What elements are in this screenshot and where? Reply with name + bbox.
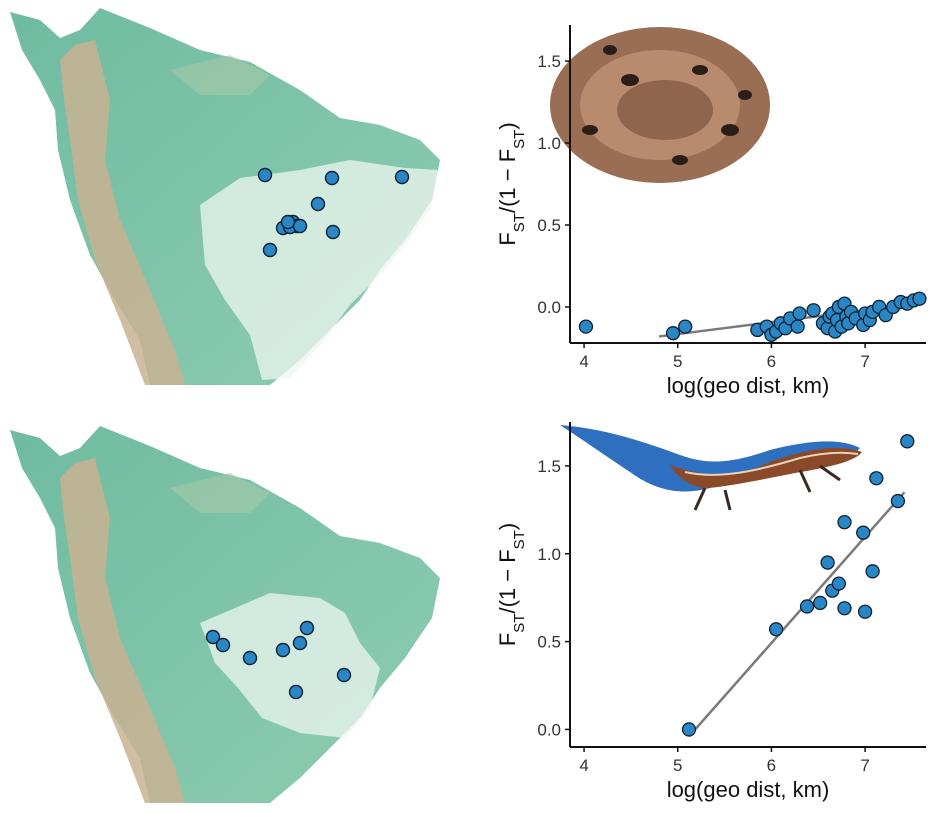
x-tick-label: 7 bbox=[860, 756, 869, 775]
skink-photo bbox=[560, 425, 862, 511]
sampling-locality-point bbox=[242, 650, 258, 666]
sampling-locality-point bbox=[215, 637, 231, 653]
data-point bbox=[900, 434, 915, 449]
data-point bbox=[837, 514, 852, 530]
scatter-chart-top: 0.0 0.5 1.0 1.5 4 5 6 7 log(geo dist, km) FST/(1 … bbox=[495, 25, 927, 398]
sampling-locality-point bbox=[288, 684, 304, 700]
x-tick-label: 6 bbox=[767, 756, 776, 775]
regression-line bbox=[688, 491, 906, 738]
y-tick-label: 1.0 bbox=[537, 134, 561, 153]
x-tick-label: 5 bbox=[673, 756, 682, 775]
sampling-locality-point bbox=[292, 635, 308, 651]
data-point bbox=[681, 722, 697, 737]
x-axis-label: log(geo dist, km) bbox=[667, 777, 830, 802]
y-tick-label: 0.0 bbox=[537, 720, 561, 739]
y-axis-label: FST/(1 − FST) bbox=[495, 523, 528, 646]
map-bottom bbox=[10, 426, 440, 803]
y-tick-label: 1.5 bbox=[537, 52, 561, 71]
sampling-locality-point bbox=[280, 214, 296, 230]
data-point bbox=[831, 576, 847, 591]
y-tick-label: 0.5 bbox=[537, 633, 561, 652]
data-point bbox=[792, 306, 807, 321]
y-tick-label: 1.5 bbox=[537, 457, 561, 476]
data-point bbox=[806, 303, 821, 318]
data-point bbox=[768, 622, 784, 637]
x-tick-label: 6 bbox=[767, 352, 776, 371]
data-point bbox=[890, 493, 906, 509]
guiana-highlands bbox=[170, 473, 270, 513]
sampling-locality-point bbox=[262, 242, 278, 258]
data-point bbox=[790, 319, 805, 334]
y-axis-label: FST/(1 − FST) bbox=[495, 122, 528, 245]
data-point bbox=[812, 595, 828, 611]
sampling-locality-point bbox=[324, 170, 340, 186]
andes-ridge bbox=[60, 40, 185, 385]
sampling-locality-point bbox=[292, 218, 308, 234]
y-tick-label: 1.0 bbox=[537, 545, 561, 564]
sampling-locality-point bbox=[257, 167, 273, 183]
andes-ridge bbox=[60, 458, 185, 803]
sampling-locality-point bbox=[336, 667, 352, 683]
species-range-top bbox=[200, 160, 438, 380]
scatter-chart-bottom: 0.0 0.5 1.0 1.5 4 5 6 7 log(geo dist, km) FST/(1 … bbox=[495, 422, 926, 802]
x-tick-label: 4 bbox=[579, 352, 588, 371]
data-point bbox=[678, 319, 693, 334]
data-point bbox=[856, 525, 871, 540]
data-point bbox=[857, 604, 873, 619]
guiana-highlands bbox=[170, 55, 270, 95]
data-point bbox=[578, 319, 594, 334]
sampling-locality-point bbox=[310, 196, 326, 212]
x-tick-label: 4 bbox=[579, 756, 588, 775]
snake-photo bbox=[550, 27, 770, 183]
data-point bbox=[912, 291, 927, 306]
map-top bbox=[10, 8, 440, 385]
sampling-locality-point bbox=[275, 642, 291, 658]
species-range-bottom bbox=[200, 593, 380, 738]
x-tick-label: 5 bbox=[673, 352, 682, 371]
data-point bbox=[869, 471, 884, 486]
sampling-locality-point bbox=[299, 620, 315, 636]
sampling-locality-point bbox=[325, 224, 341, 240]
data-point bbox=[665, 326, 681, 341]
x-axis-label: log(geo dist, km) bbox=[667, 373, 830, 398]
sampling-locality-point bbox=[394, 169, 410, 185]
data-point bbox=[820, 555, 835, 570]
x-tick-label: 7 bbox=[860, 352, 869, 371]
data-point bbox=[837, 601, 852, 616]
sampling-locality-point bbox=[205, 629, 221, 645]
data-point bbox=[865, 564, 880, 579]
y-tick-label: 0.5 bbox=[537, 216, 561, 235]
data-point bbox=[799, 599, 815, 614]
y-tick-label: 0.0 bbox=[537, 298, 561, 317]
